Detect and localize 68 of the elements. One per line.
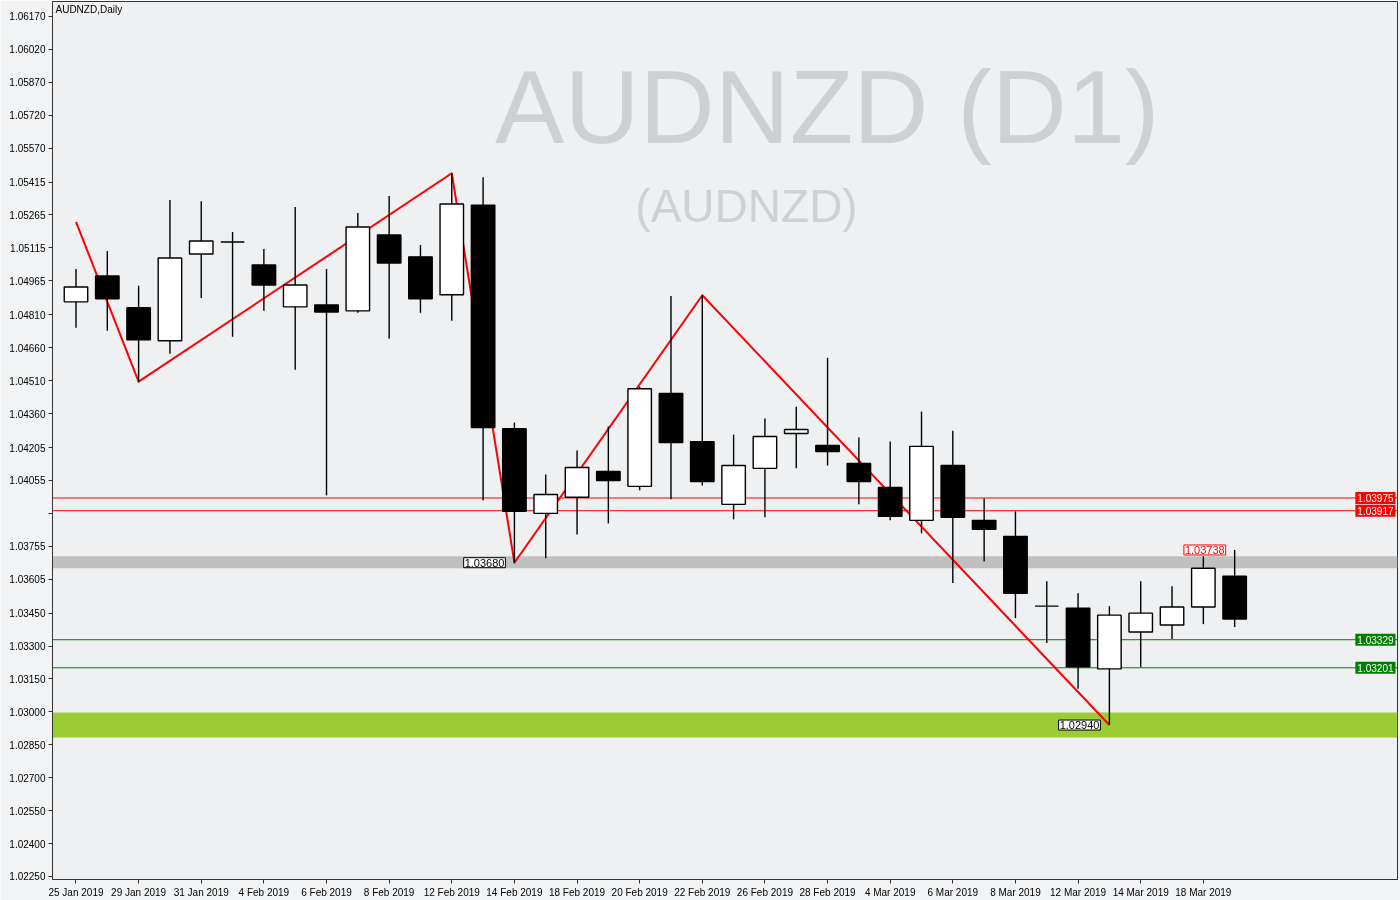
y-tick-label: 1.06020: [9, 44, 46, 56]
ref-line-label: 1.03329: [1357, 634, 1394, 646]
x-tick-label: 6 Mar 2019: [927, 886, 979, 898]
x-tick-label: 26 Feb 2019: [736, 886, 794, 898]
x-tick-label: 18 Feb 2019: [548, 886, 606, 898]
candlestick: [1159, 585, 1185, 640]
ref-line-label: 1.03917: [1357, 505, 1394, 517]
candlestick: [846, 436, 872, 506]
candlestick: [188, 200, 214, 299]
candlestick: [1034, 580, 1060, 644]
x-tick-label: 14 Mar 2019: [1112, 886, 1170, 898]
x-tick-label: 8 Feb 2019: [363, 886, 415, 898]
y-tick-label: 1.06170: [9, 11, 46, 23]
y-tick-label: 1.05265: [9, 209, 46, 221]
annotation: 1.02940: [1059, 719, 1100, 732]
y-tick-label: 1.02400: [9, 838, 46, 850]
y-tick-label: 1.04510: [9, 375, 46, 387]
y-tick-label: 1.02550: [9, 805, 46, 817]
x-tick-label: 31 Jan 2019: [173, 886, 230, 898]
candlestick: [971, 497, 997, 562]
y-tick-label: 1.03000: [9, 706, 46, 718]
candlestick: [1128, 580, 1154, 668]
y-tick-label: 1.05570: [9, 143, 46, 155]
y-tick-label: 1.02250: [9, 871, 46, 883]
candlestick: [815, 357, 840, 467]
x-tick-label: 12 Mar 2019: [1050, 886, 1107, 898]
candlestick: [94, 250, 120, 332]
x-tick-label: 14 Feb 2019: [486, 886, 543, 898]
x-tick-label: 20 Feb 2019: [611, 886, 669, 898]
y-tick-label: 1.03150: [9, 673, 46, 685]
chart-title: AUDNZD,Daily: [55, 3, 123, 15]
candlestick: [533, 473, 559, 560]
x-tick-label: 29 Jan 2019: [111, 886, 167, 898]
y-tick-label: 1.04965: [9, 275, 46, 287]
y-tick-label: 1.05720: [9, 110, 46, 122]
y-tick-label: 1.02700: [9, 772, 46, 784]
x-tick-label: 8 Mar 2019: [990, 886, 1042, 898]
y-tick-label: 1.03605: [9, 574, 46, 586]
x-tick-label: 4 Mar 2019: [864, 886, 916, 898]
candlestick: [220, 231, 246, 338]
ref-line-label: 1.03975: [1357, 492, 1394, 504]
candlestick: [314, 268, 339, 497]
y-tick-label: 1.05415: [9, 177, 46, 189]
candlestick: [282, 206, 308, 371]
x-tick-label: 6 Feb 2019: [301, 886, 353, 898]
candlestick: [63, 268, 89, 329]
y-tick-label: 1.05115: [10, 242, 46, 254]
candlestick: [783, 406, 809, 470]
y-tick-label: 1.04360: [9, 408, 46, 420]
y-tick-label: 1.03450: [9, 608, 46, 620]
x-tick-label: 4 Feb 2019: [238, 886, 290, 898]
y-tick-label: 1.04810: [9, 309, 46, 321]
y-tick-label: 1.05870: [9, 77, 46, 89]
y-tick-label: 1.02850: [9, 739, 46, 751]
y-tick-label: 1.03300: [9, 641, 46, 653]
y-tick-label: 1.03755: [9, 541, 46, 553]
x-tick-label: 25 Jan 2019: [48, 886, 104, 898]
y-tick-label: 1.04055: [9, 475, 46, 487]
x-tick-label: 12 Feb 2019: [423, 886, 481, 898]
x-tick-label: 22 Feb 2019: [674, 886, 731, 898]
y-tick-label: 1.04660: [9, 342, 46, 354]
y-tick-label: 1.04205: [9, 442, 46, 454]
x-tick-label: 28 Feb 2019: [799, 886, 857, 898]
ref-line-label: 1.03201: [1357, 662, 1394, 674]
x-tick-label: 18 Mar 2019: [1175, 886, 1232, 898]
annotation: 1.03738: [1184, 543, 1225, 556]
candlestick: [251, 248, 277, 312]
candlestick: [595, 425, 621, 525]
